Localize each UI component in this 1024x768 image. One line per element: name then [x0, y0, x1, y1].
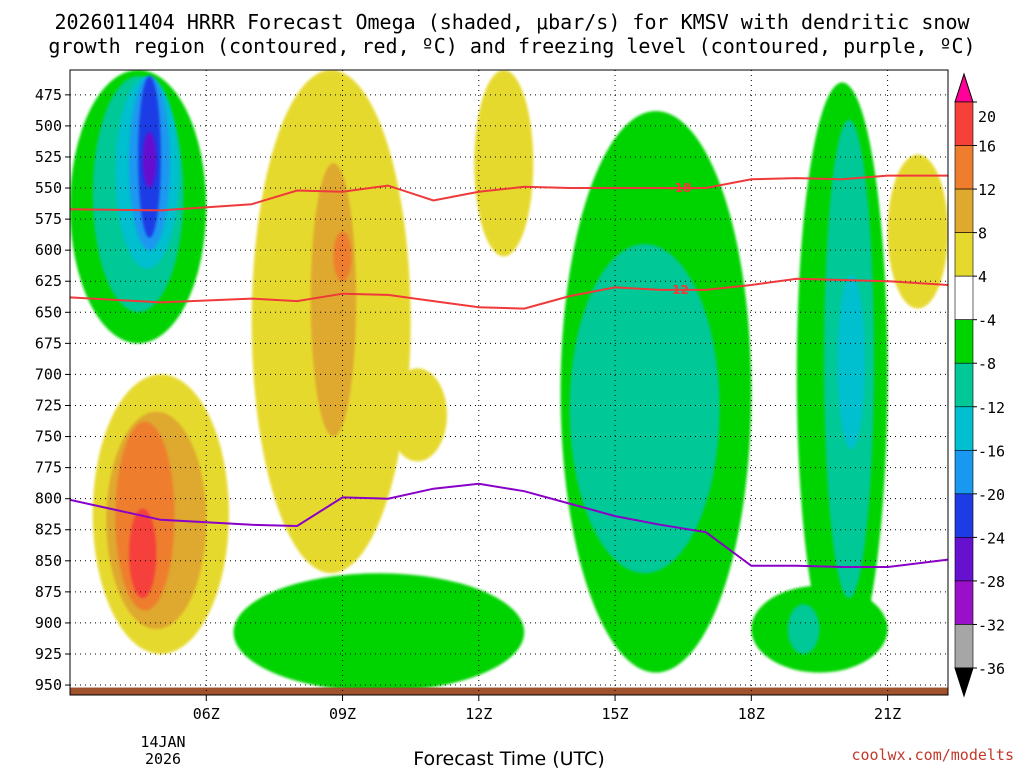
colorbar-label: -36: [978, 660, 1005, 678]
y-tick-label: 625: [35, 272, 62, 290]
y-tick-label: 500: [35, 117, 62, 135]
colorbar-segment: [954, 493, 974, 538]
colorbar-segment: [954, 450, 974, 495]
y-axis: 475 500 525 550 575 600 625 650 675 700 725 750 775 8…: [35, 86, 70, 694]
omega-region-13: [387, 368, 447, 462]
colorbar-top-arrow: [954, 72, 974, 103]
colorbar-bottom-arrow: [954, 667, 974, 698]
colorbar-label: -4: [978, 312, 996, 330]
ground-band: [70, 687, 948, 695]
chart-title-line1: 2026011404 HRRR Forecast Omega (shaded, …: [54, 10, 970, 34]
contour-line-0: [70, 174, 948, 212]
y-tick-label: 875: [35, 583, 62, 601]
y-tick-label: 925: [35, 645, 62, 663]
x-tick-label: 09Z: [329, 705, 356, 723]
colorbar-segment: [954, 319, 974, 364]
y-tick-label: 675: [35, 334, 62, 352]
temperature-contours: -18 12: [70, 174, 948, 568]
y-tick-label: 950: [35, 676, 62, 694]
y-tick-label: 850: [35, 552, 62, 570]
x-tick-label: 12Z: [465, 705, 492, 723]
y-tick-label: 700: [35, 365, 62, 383]
y-tick-label: 725: [35, 396, 62, 414]
x-tick-label: 18Z: [738, 705, 765, 723]
y-tick-label: 475: [35, 86, 62, 104]
contour-line-2: [70, 482, 948, 568]
colorbar-segment: [954, 537, 974, 582]
omega-region-5: [142, 132, 157, 189]
colorbar-label: -12: [978, 399, 1005, 417]
colorbar-segment: [954, 188, 974, 233]
colorbar-segment: [954, 232, 974, 277]
x-tick-label: 06Z: [193, 705, 220, 723]
y-tick-label: 575: [35, 210, 62, 228]
x-tick-label: 21Z: [874, 705, 901, 723]
colorbar-segment: [954, 580, 974, 625]
x-axis-label: Forecast Time (UTC): [413, 748, 604, 768]
contour-label-1: 12: [672, 283, 689, 297]
colorbar-label: 20: [978, 108, 996, 126]
y-tick-label: 750: [35, 428, 62, 446]
date-label-year: 2026: [145, 750, 181, 768]
colorbar-label: -8: [978, 355, 996, 373]
omega-region-9: [129, 508, 157, 599]
colorbar-segment: [954, 275, 974, 320]
colorbar-label: -16: [978, 442, 1005, 460]
contour-line-1: [70, 277, 948, 310]
colorbar-label: -32: [978, 616, 1005, 634]
colorbar-segment: [954, 406, 974, 451]
colorbar-label: -28: [978, 573, 1005, 591]
credit-link[interactable]: coolwx.com/modelts: [851, 746, 1014, 764]
plot-area: -18 12: [69, 69, 949, 696]
colorbar-label: 4: [978, 268, 987, 286]
omega-region-21: [837, 275, 865, 449]
date-label-day: 14JAN: [140, 733, 185, 751]
colorbar-label: -20: [978, 486, 1005, 504]
x-axis: 06Z 09Z 12Z 15Z 18Z 21Z: [193, 695, 901, 723]
colorbar: 20 16 12 8 4 -4 -8 -12 -16 -20 -24 -28 -32 -36: [954, 72, 1005, 698]
colorbar-label: 12: [978, 181, 996, 199]
y-tick-label: 900: [35, 614, 62, 632]
omega-region-17: [569, 243, 720, 574]
colorbar-label: 8: [978, 225, 987, 243]
omega-region-23: [887, 154, 948, 309]
y-tick-label: 550: [35, 179, 62, 197]
omega-region-22: [787, 604, 820, 654]
y-tick-label: 525: [35, 148, 62, 166]
colorbar-segment: [954, 624, 974, 669]
y-tick-label: 800: [35, 490, 62, 508]
colorbar-segment: [954, 145, 974, 190]
y-tick-label: 775: [35, 459, 62, 477]
colorbar-segment: [954, 101, 974, 146]
omega-shading: [70, 70, 948, 695]
omega-region-12: [333, 231, 352, 282]
chart-title-line2: growth region (contoured, red, ºC) and f…: [48, 34, 975, 58]
omega-region-14: [474, 70, 534, 257]
colorbar-label: 16: [978, 138, 996, 156]
omega-region-15: [233, 573, 525, 692]
colorbar-segment: [954, 362, 974, 408]
colorbar-label: -24: [978, 529, 1005, 547]
x-tick-label: 15Z: [602, 705, 629, 723]
grid: [70, 70, 948, 695]
plot-frame: [69, 69, 949, 696]
y-tick-label: 650: [35, 303, 62, 321]
y-tick-label: 825: [35, 521, 62, 539]
contour-label-0: -18: [670, 181, 692, 195]
y-tick-label: 600: [35, 241, 62, 259]
omega-region-11: [310, 163, 357, 437]
